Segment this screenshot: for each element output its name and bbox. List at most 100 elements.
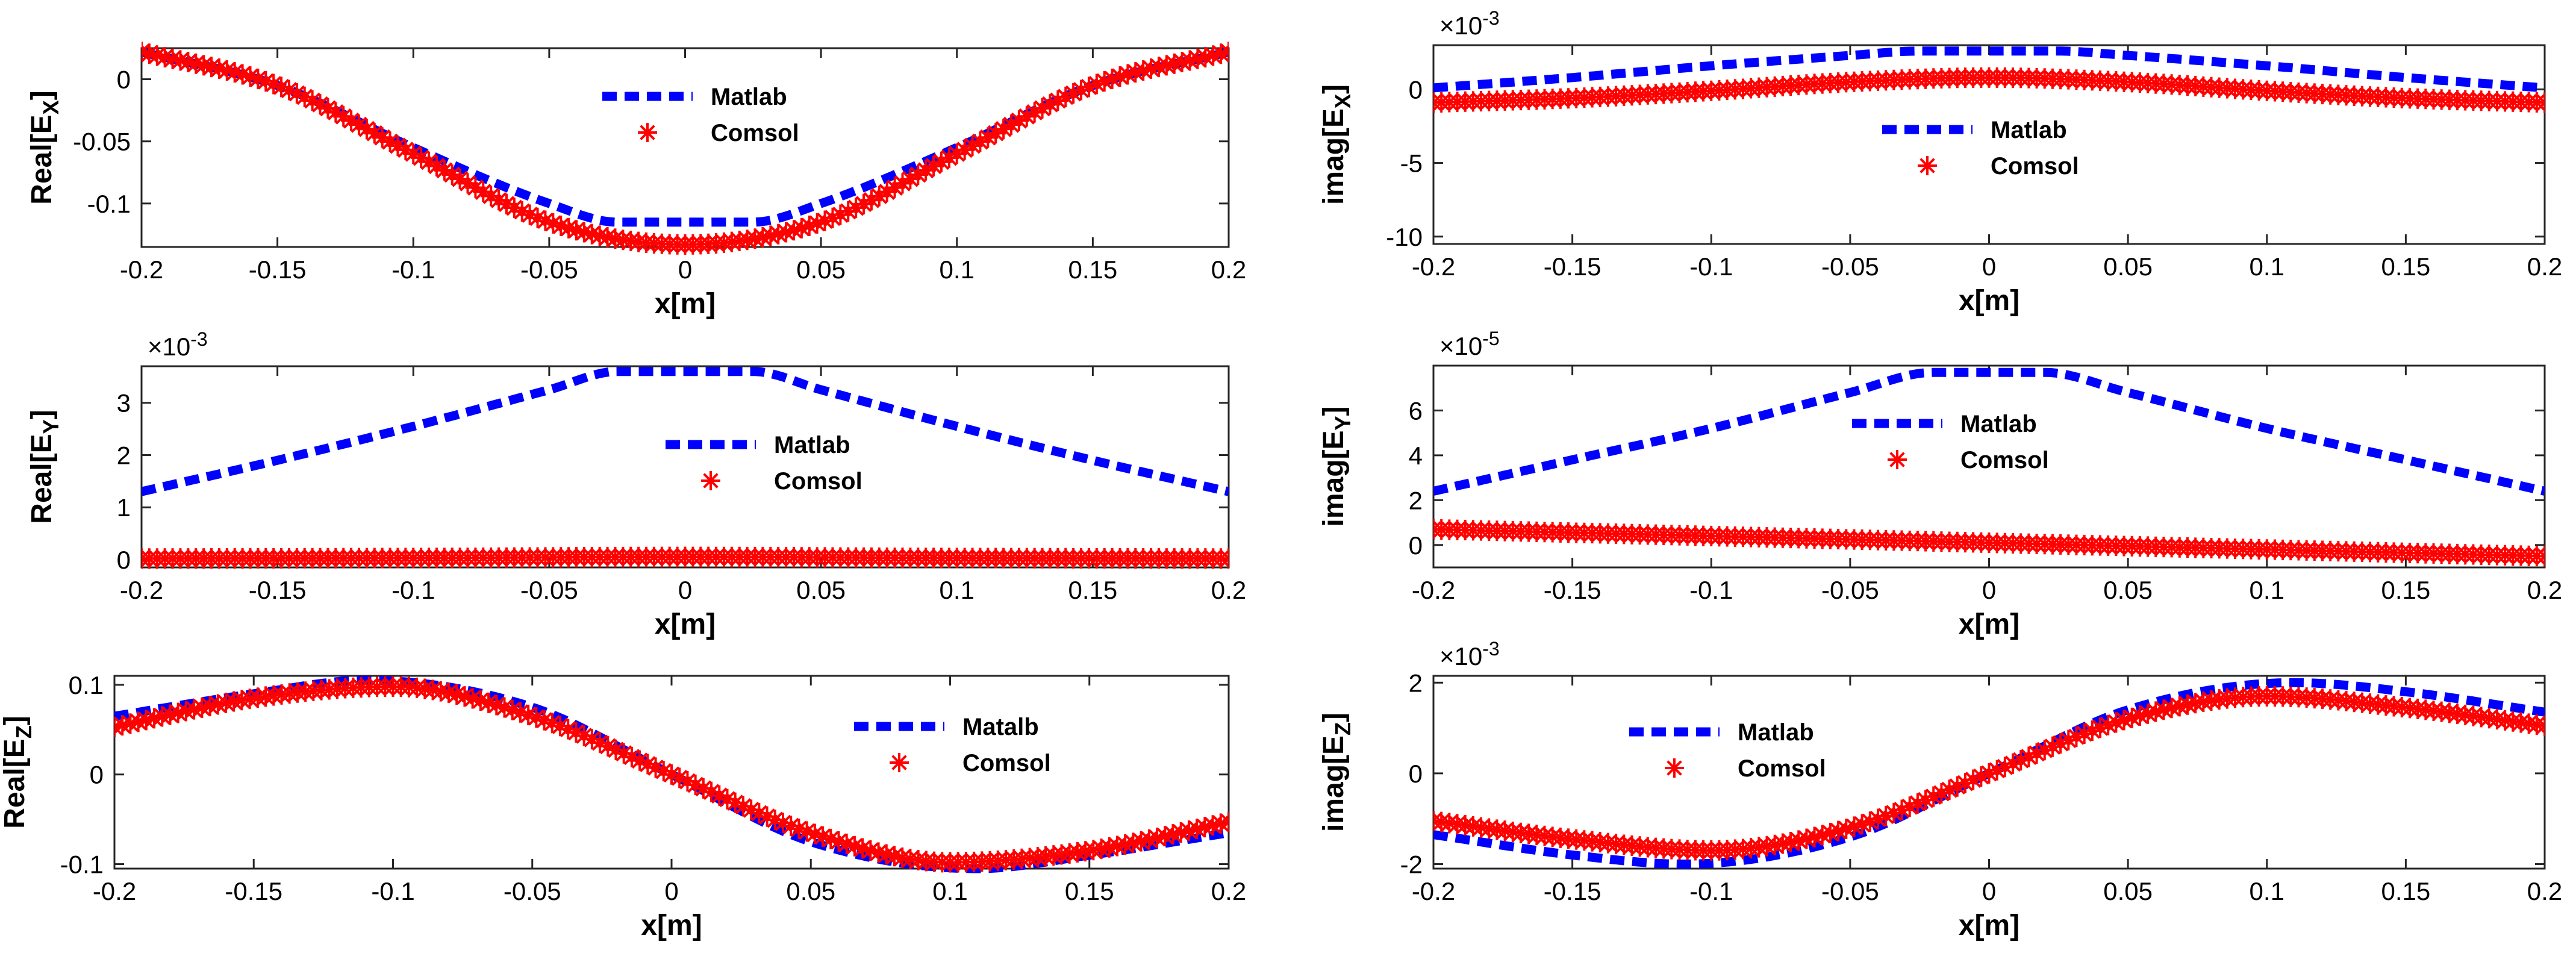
data-marker-comsol <box>231 690 252 711</box>
data-marker-comsol <box>1820 823 1841 844</box>
x-tick-label: 0.15 <box>2381 877 2431 905</box>
data-marker-comsol <box>814 210 835 231</box>
y-tick-label: 2 <box>1409 486 1423 514</box>
data-marker-comsol <box>2177 694 2198 715</box>
data-marker-comsol <box>884 846 905 867</box>
data-marker-comsol <box>2145 701 2166 722</box>
data-marker-comsol <box>820 828 841 849</box>
data-marker-comsol <box>550 215 572 236</box>
x-tick-label: 0.05 <box>796 255 846 284</box>
data-marker-comsol <box>526 707 547 728</box>
data-marker-comsol <box>589 225 610 246</box>
data-marker-comsol <box>160 704 181 725</box>
data-marker-comsol <box>184 699 205 720</box>
data-marker-comsol <box>494 697 515 718</box>
data-marker-comsol <box>985 123 1006 144</box>
data-marker-comsol <box>892 173 913 194</box>
data-marker-comsol <box>776 222 797 243</box>
data-marker-comsol <box>1164 53 1185 74</box>
series-line-matlab <box>142 367 1229 496</box>
y-axis-title: imag[EZ] <box>1318 713 1355 832</box>
data-marker-comsol <box>938 147 959 168</box>
legend-swatch-comsol <box>890 753 909 772</box>
x-tick-label: 0 <box>1982 877 1996 905</box>
x-tick-label: 0 <box>664 877 678 905</box>
data-marker-comsol <box>446 684 467 705</box>
data-marker-comsol <box>1086 73 1107 95</box>
data-marker-comsol <box>488 190 510 211</box>
x-tick-label: 0 <box>1982 576 1996 604</box>
data-marker-comsol <box>1963 769 1984 790</box>
data-marker-comsol <box>175 701 196 722</box>
legend: Matlab Comsol <box>602 84 799 146</box>
data-marker-comsol <box>1016 106 1037 127</box>
data-marker-comsol <box>1178 820 1199 842</box>
data-marker-comsol <box>193 55 214 76</box>
data-marker-comsol <box>812 826 834 847</box>
data-marker-comsol <box>1954 773 1976 794</box>
x-tick-label: 0.05 <box>2103 576 2153 604</box>
data-marker-comsol <box>2169 696 2190 717</box>
x-axis-title: x[m] <box>1959 910 2019 941</box>
data-marker-comsol <box>1756 835 1777 857</box>
y-tick-label: -0.1 <box>60 851 104 879</box>
data-marker-comsol <box>1788 830 1809 851</box>
data-marker-comsol <box>1187 48 1208 69</box>
data-marker-comsol <box>645 757 666 778</box>
data-marker-comsol <box>978 127 999 148</box>
data-marker-comsol <box>1947 776 1968 797</box>
data-marker-comsol <box>853 193 875 214</box>
x-axis-title: x[m] <box>655 288 716 320</box>
data-marker-comsol <box>395 139 416 160</box>
data-marker-comsol <box>419 151 440 172</box>
data-marker-comsol <box>430 681 451 702</box>
data-marker-comsol <box>372 127 393 148</box>
data-marker-comsol <box>341 110 362 131</box>
data-marker-comsol <box>597 226 618 248</box>
x-tick-label: 0.05 <box>2103 252 2153 281</box>
data-marker-comsol <box>438 682 459 704</box>
data-marker-comsol <box>788 818 809 839</box>
exponent-label: ×10-5 <box>1439 328 1500 360</box>
data-marker-comsol <box>869 186 890 207</box>
data-marker-comsol <box>310 94 331 115</box>
data-marker-comsol <box>144 708 165 729</box>
data-marker-comsol <box>741 799 762 820</box>
x-tick-label: -0.1 <box>371 877 414 905</box>
data-marker-comsol <box>152 706 173 727</box>
data-marker-comsol <box>597 735 619 757</box>
data-marker-comsol <box>1063 83 1084 104</box>
data-marker-comsol <box>836 833 857 854</box>
data-marker-comsol <box>1907 793 1928 814</box>
x-tick-label: 0.2 <box>1211 576 1246 604</box>
data-marker-comsol <box>1876 805 1897 826</box>
x-tick-label: -0.1 <box>1689 877 1733 905</box>
x-tick-label: 0.1 <box>932 877 967 905</box>
series-line-matlab <box>142 47 1229 227</box>
data-marker-comsol <box>478 692 499 713</box>
data-marker-comsol <box>868 842 889 863</box>
data-marker-comsol <box>1094 71 1115 92</box>
data-marker-comsol <box>737 230 758 251</box>
data-marker-comsol <box>590 732 611 753</box>
data-marker-comsol <box>1125 62 1146 83</box>
data-marker-comsol <box>1071 80 1092 101</box>
y-tick-label: 6 <box>1409 396 1423 425</box>
data-marker-comsol <box>1001 114 1021 136</box>
data-marker-comsol <box>162 48 183 69</box>
data-marker-comsol <box>1218 548 1229 569</box>
legend-label: Comsol <box>962 750 1051 776</box>
data-marker-comsol <box>799 215 820 236</box>
x-tick-label: 0.1 <box>940 255 975 284</box>
data-marker-comsol <box>828 831 849 852</box>
data-marker-comsol <box>558 719 579 740</box>
data-marker-comsol <box>844 835 865 857</box>
x-tick-label: 0.1 <box>2250 576 2284 604</box>
data-marker-comsol <box>566 220 587 241</box>
data-marker-comsol <box>1008 110 1029 131</box>
x-tick-label: -0.2 <box>1412 252 1455 281</box>
x-tick-label: -0.05 <box>504 877 561 905</box>
data-marker-comsol <box>325 102 346 123</box>
data-marker-comsol <box>581 223 602 245</box>
data-marker-comsol <box>908 164 929 185</box>
